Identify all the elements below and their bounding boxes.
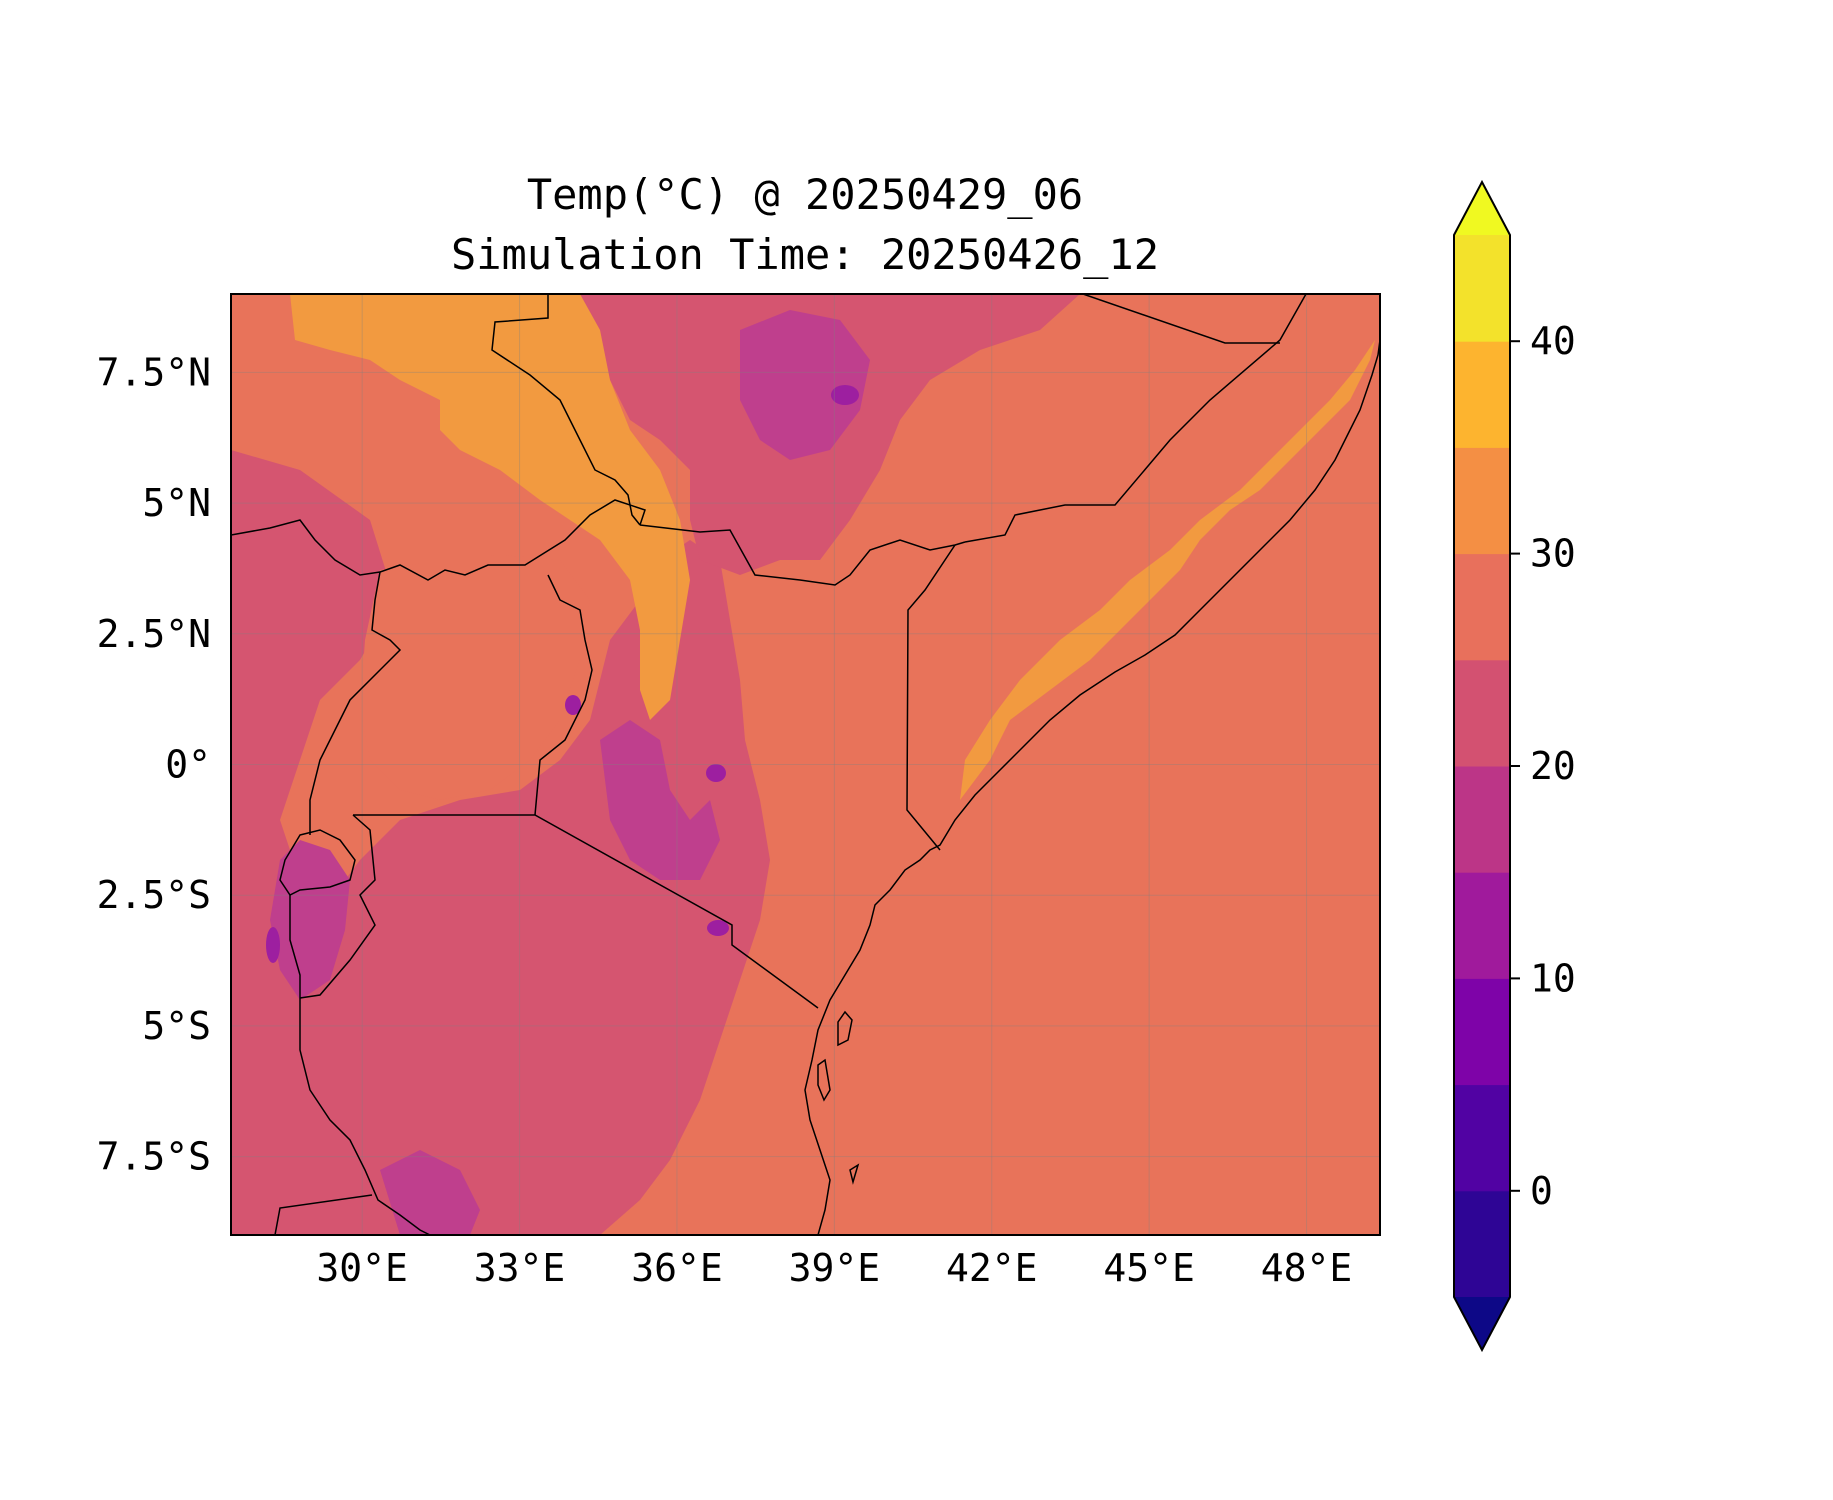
colorbar-extend-over [1454, 182, 1510, 235]
cool-spot-rwanda [270, 840, 350, 1000]
colorbar-band [1454, 1084, 1510, 1192]
border-sudan-south-sudan [491, 294, 641, 526]
lon-tick-label: 30°E [316, 1246, 408, 1290]
border-lake-victoria-tanzania [353, 814, 819, 1009]
lon-tick-label: 33°E [474, 1246, 566, 1290]
chart-title: Temp(°C) @ 20250429_06 Simulation Time: … [230, 165, 1380, 285]
border-kenya-ethiopia [639, 524, 966, 586]
temperature-field [231, 294, 1380, 1235]
lat-tick-label: 5°S [142, 1004, 211, 1048]
colorbar-band [1454, 553, 1510, 661]
lat-tick-label: 7.5°N [97, 350, 211, 394]
gridlines [231, 294, 1380, 1235]
colorbar-tick-label: 20 [1530, 744, 1576, 788]
border-ethiopia-somaliland [1082, 294, 1280, 344]
lat-tick-label: 0° [165, 743, 211, 787]
colorbar-band [1454, 766, 1510, 873]
colorbar-outline [1453, 179, 1511, 1353]
border-rwanda [279, 829, 356, 896]
warm-interior-region [360, 555, 590, 800]
lon-tick-label: 42°E [946, 1246, 1038, 1290]
border-drc-car [231, 519, 381, 576]
border-zambia-tanzania [274, 1194, 373, 1235]
border-kenya-somalia [906, 544, 956, 851]
colorbar-tick-label: 10 [1530, 956, 1576, 1000]
colorbar-band [1454, 341, 1510, 448]
lat-tick-label: 2.5°N [97, 612, 211, 656]
hot-band-northwest [290, 294, 690, 720]
border-uganda-kenya [534, 574, 593, 816]
colorbar-tick-label: 40 [1530, 319, 1576, 363]
cold-spot-5 [266, 927, 280, 963]
longitude-labels: 30°E 33°E 36°E 39°E 42°E 45°E 48°E [316, 1246, 1352, 1290]
lon-tick-label: 48°E [1261, 1246, 1353, 1290]
colorbar: 0 10 20 30 40 [1453, 179, 1576, 1353]
cool-spot-ethiopia [740, 310, 870, 460]
colorbar-tick-label: 30 [1530, 532, 1576, 576]
coastline-east-africa [804, 339, 1380, 1235]
map-frame [230, 293, 1381, 1236]
hot-band-somali-coast [960, 340, 1375, 800]
lon-tick-label: 36°E [631, 1246, 723, 1290]
colorbar-band [1454, 659, 1510, 767]
colorbar-band [1454, 447, 1510, 555]
colorbar-band [1454, 978, 1510, 1086]
border-ethiopia-somalia [964, 294, 1307, 543]
title-line-1: Temp(°C) @ 20250429_06 [526, 170, 1084, 219]
border-rwanda-burundi [299, 814, 376, 999]
border-south-sudan-ethiopia [379, 499, 646, 581]
colorbar-band [1454, 235, 1510, 342]
lat-tick-label: 7.5°S [97, 1135, 211, 1179]
border-drc-tanzania-tanganyika [289, 895, 431, 1235]
cold-spot-4 [565, 695, 581, 715]
coastline-zanzibar [837, 1010, 853, 1047]
cool-spot-kenya-highlands [600, 720, 720, 880]
coastline-pemba [849, 1163, 860, 1185]
cold-spot-2 [706, 764, 726, 782]
lon-tick-label: 39°E [789, 1246, 881, 1290]
colorbar-extend-under [1454, 1297, 1510, 1350]
lat-tick-label: 2.5°S [97, 873, 211, 917]
latitude-labels: 7.5°N 5°N 2.5°N 0° 2.5°S 5°S 7.5°S [97, 350, 211, 1178]
lon-tick-label: 45°E [1103, 1246, 1195, 1290]
colorbar-band [1454, 872, 1510, 979]
cool-spot-tanzania [380, 1150, 480, 1235]
cold-spot-1 [831, 385, 859, 405]
coastline-mafia [817, 1058, 831, 1102]
cold-spot-3 [707, 920, 729, 936]
border-uganda-drc [309, 571, 402, 835]
colorbar-band [1454, 1190, 1510, 1298]
title-line-2: Simulation Time: 20250426_12 [450, 230, 1159, 279]
colorbar-tick-label: 0 [1530, 1169, 1553, 1213]
country-borders [231, 294, 1380, 1235]
lat-tick-label: 5°N [142, 481, 211, 525]
